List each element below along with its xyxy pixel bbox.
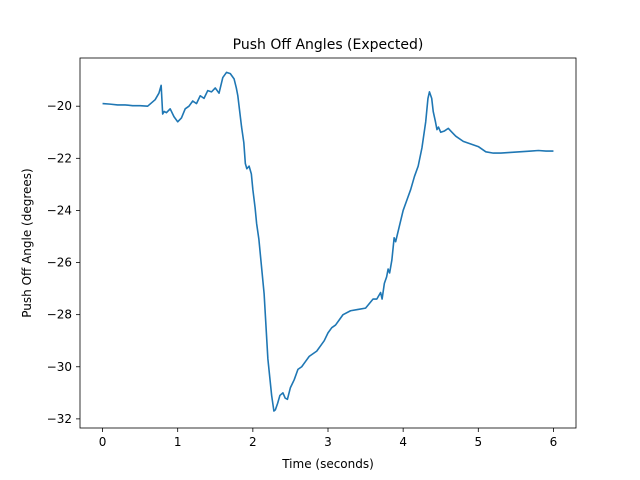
y-tick-label: −32 [47, 412, 72, 426]
x-tick-label: 3 [324, 435, 332, 449]
x-tick-label: 1 [174, 435, 182, 449]
y-tick-label: −20 [47, 99, 72, 113]
y-tick-label: −26 [47, 256, 72, 270]
x-tick-label: 6 [550, 435, 558, 449]
x-axis-label: Time (seconds) [281, 457, 374, 471]
x-tick-label: 0 [99, 435, 107, 449]
x-tick-label: 5 [474, 435, 482, 449]
y-tick-label: −24 [47, 203, 72, 217]
series-line-0 [102, 71, 554, 412]
y-axis-label: Push Off Angle (degrees) [20, 168, 34, 317]
y-axis-ticks: −32 −30 −28 −26 −24 −22 −20 [47, 99, 80, 426]
y-tick-label: −30 [47, 360, 72, 374]
y-tick-label: −28 [47, 308, 72, 322]
y-tick-label: −22 [47, 151, 72, 165]
chart-title: Push Off Angles (Expected) [233, 37, 424, 53]
x-tick-label: 4 [399, 435, 407, 449]
x-axis-ticks: 0 1 2 3 4 5 6 [99, 428, 558, 449]
plot-area [102, 71, 554, 412]
x-tick-label: 2 [249, 435, 257, 449]
